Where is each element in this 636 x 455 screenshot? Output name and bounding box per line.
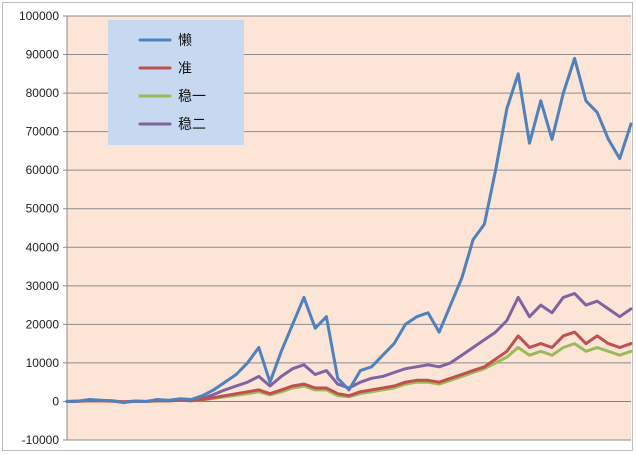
y-tick-label: 70000 [26,125,60,139]
y-tick-label: 60000 [26,163,60,177]
y-tick-label: 20000 [26,317,60,331]
series-line [65,56,633,405]
legend-label: 懒 [178,33,192,49]
legend-label: 稳一 [178,89,206,105]
legend-label: 准 [178,61,192,77]
y-tick-label: 0 [52,394,59,408]
chart-frame: -10000 0 10000 20000 30000 40000 50000 60000 700… [2,2,633,451]
legend-box [108,20,244,145]
y-tick-label: 10000 [26,356,60,370]
legend-label: 稳二 [178,117,206,133]
line-chart: -10000 0 10000 20000 30000 40000 50000 60000 700… [19,9,633,447]
y-axis-ticks: -10000 0 10000 20000 30000 40000 50000 60000 700… [19,9,68,447]
y-tick-label: 100000 [19,9,59,23]
y-tick-label: 80000 [26,86,60,100]
y-tick-label: 30000 [26,279,60,293]
y-tick-label: 50000 [26,202,60,216]
series-lines [65,56,633,405]
y-tick-label: -10000 [22,433,60,447]
y-tick-label: 40000 [26,240,60,254]
y-tick-label: 90000 [26,48,60,62]
